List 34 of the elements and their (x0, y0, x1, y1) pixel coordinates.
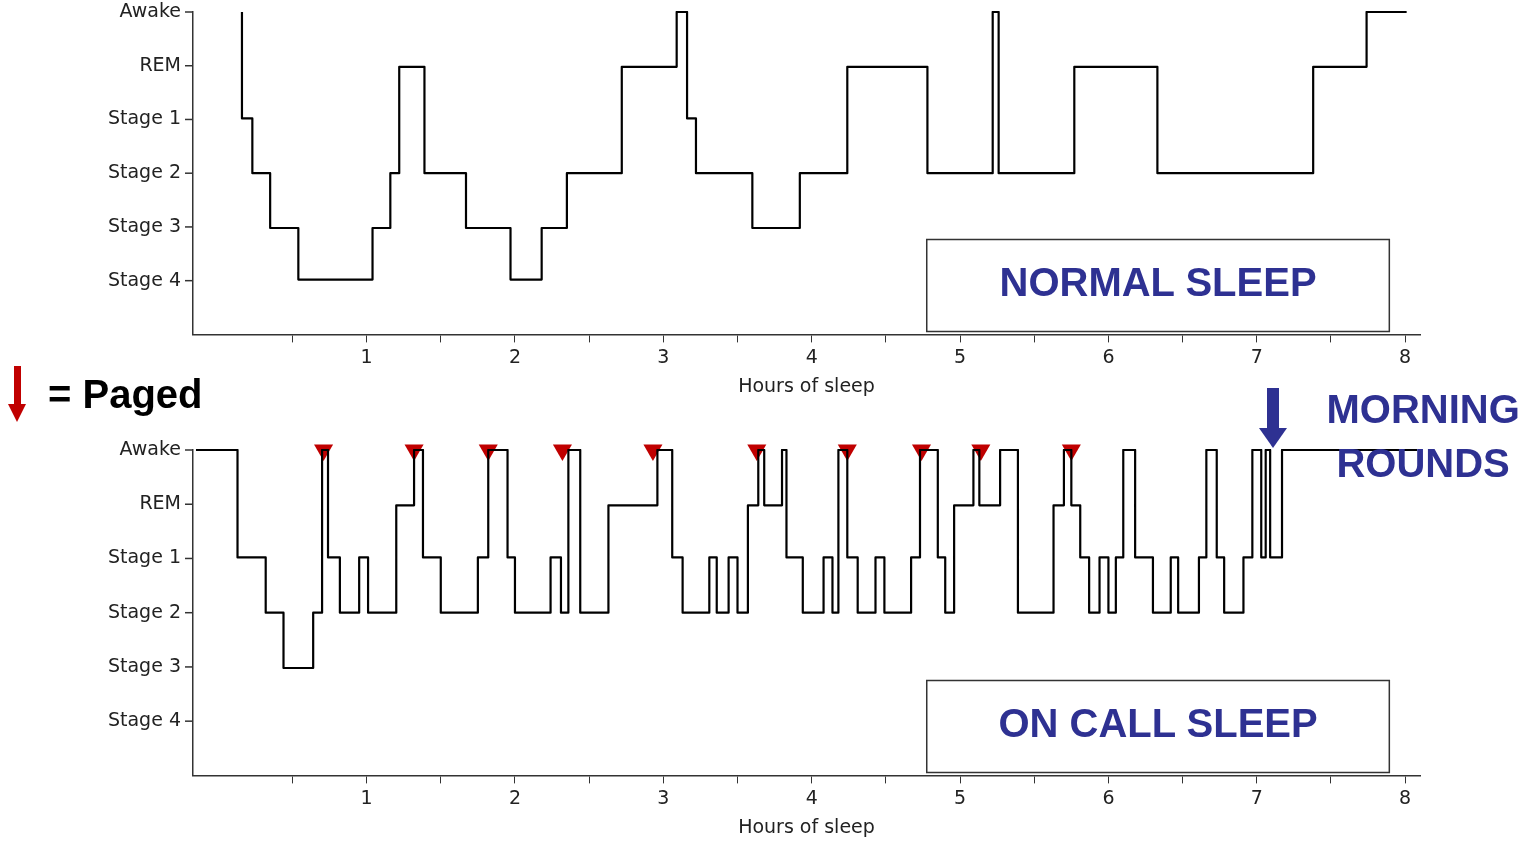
x-tick-label: 6 (1102, 785, 1115, 808)
x-tick-label: 3 (657, 344, 670, 367)
x-tick-label: 5 (954, 344, 967, 367)
x-axis-title: Hours of sleep (738, 373, 875, 396)
text: Awake (119, 436, 181, 459)
legend-label: = Paged (48, 371, 203, 417)
text: Stage 1 (107, 545, 181, 568)
x-tick-label: 5 (954, 785, 967, 808)
x-tick-label: 1 (360, 344, 373, 367)
x-tick-label: 2 (508, 785, 521, 808)
text: Awake (119, 0, 181, 21)
x-tick-label: 2 (508, 344, 521, 367)
text: Stage 1 (107, 106, 181, 129)
x-tick-label: 6 (1102, 344, 1115, 367)
text: Stage 2 (107, 160, 181, 183)
x-tick-label: 8 (1399, 344, 1412, 367)
x-tick-label: 3 (657, 785, 670, 808)
x-axis-title: Hours of sleep (738, 814, 875, 837)
x-tick-label: 8 (1399, 785, 1412, 808)
x-tick-label: 4 (805, 344, 818, 367)
text: REM (139, 491, 181, 514)
text: Stage 3 (107, 653, 181, 676)
text: ON CALL SLEEP (998, 701, 1318, 746)
text: Stage 4 (107, 708, 181, 731)
text: NORMAL SLEEP (999, 260, 1317, 305)
x-tick-label: 7 (1250, 344, 1263, 367)
x-tick-label: 7 (1250, 785, 1263, 808)
text: Stage 3 (107, 213, 181, 236)
x-tick-label: 4 (805, 785, 818, 808)
text: Stage 2 (107, 599, 181, 622)
text: Stage 4 (107, 267, 181, 290)
text: REM (139, 52, 181, 75)
x-tick-label: 1 (360, 785, 373, 808)
annotation: MORNING ROUNDS (1326, 387, 1520, 486)
